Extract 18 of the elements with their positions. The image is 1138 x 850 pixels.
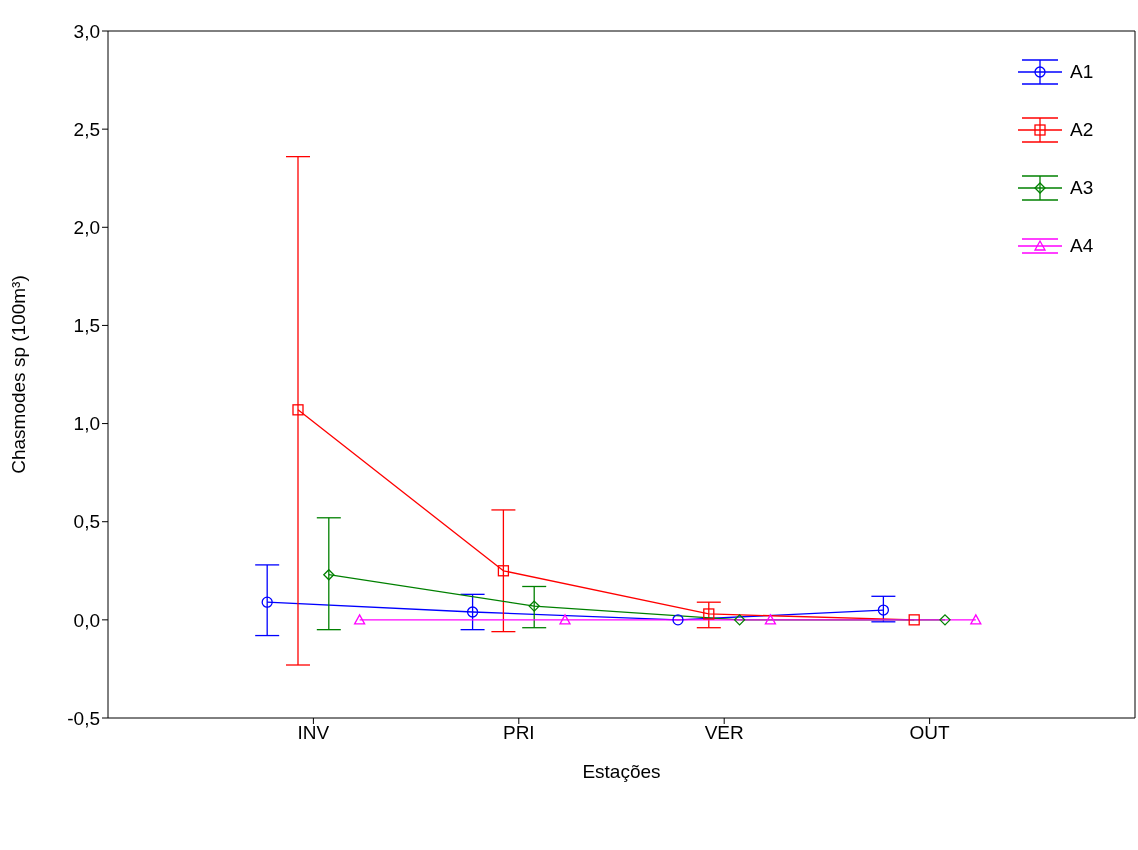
legend-label: A3 <box>1070 177 1094 199</box>
x-tick-label: OUT <box>909 722 951 744</box>
y-tick-label: 0,5 <box>73 511 100 533</box>
x-axis-title: Estações <box>582 761 661 782</box>
y-tick-label: 3,0 <box>73 20 100 42</box>
x-tick-label: VER <box>704 722 744 744</box>
x-tick-label: PRI <box>502 722 535 744</box>
x-tick-label: INV <box>297 722 330 744</box>
y-tick-label: 1,5 <box>73 315 100 337</box>
y-axis-title: Chasmodes sp (100m³) <box>7 275 29 474</box>
legend-label: A2 <box>1070 119 1094 141</box>
y-tick-label: 2,0 <box>73 217 100 239</box>
legend-label: A1 <box>1070 61 1094 83</box>
y-tick-label: -0,5 <box>67 707 100 729</box>
y-tick-label: 1,0 <box>73 413 100 435</box>
legend-label: A4 <box>1070 235 1094 257</box>
y-tick-label: 2,5 <box>73 118 100 140</box>
y-tick-label: 0,0 <box>73 609 100 631</box>
